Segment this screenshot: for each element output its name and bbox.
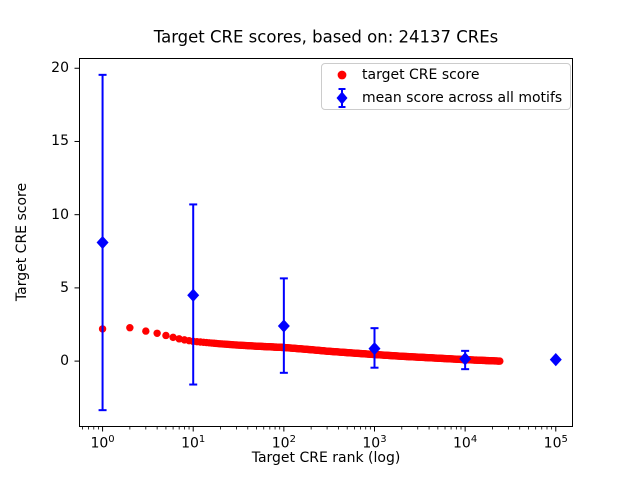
legend-item-mean-score: mean score across all motifs (322, 87, 570, 109)
blue-data-point (277, 319, 290, 333)
y-tick-label: 15 (51, 133, 69, 150)
red-data-point (153, 329, 161, 337)
x-tick-label: 101 (181, 434, 206, 452)
x-tick-label: 100 (90, 434, 115, 452)
legend-label: mean score across all motifs (362, 89, 563, 106)
x-tick-label: 105 (543, 434, 568, 452)
y-tick-label: 20 (51, 60, 69, 77)
red-data-point (162, 331, 170, 340)
y-tick-label: 0 (60, 353, 69, 370)
legend-item-target-cre-score: target CRE score (322, 64, 570, 86)
blue-data-point (187, 288, 200, 302)
plot-area (79, 58, 573, 427)
blue-data-point (368, 342, 381, 356)
red-data-point (496, 357, 504, 365)
x-tick-label: 104 (453, 434, 478, 452)
red-circle-marker-icon (322, 69, 362, 81)
y-tick-label: 10 (51, 206, 69, 223)
red-data-point (126, 324, 134, 332)
blue-data-point (549, 353, 562, 367)
blue-data-point (96, 235, 109, 250)
x-tick-label: 103 (362, 434, 387, 452)
x-axis-label: Target CRE rank (log) (251, 450, 401, 466)
x-tick-label: 102 (271, 434, 296, 452)
chart-title: Target CRE scores, based on: 24137 CREs (153, 27, 499, 47)
red-data-point (142, 327, 150, 335)
blue-data-point (459, 352, 472, 366)
red-data-point (169, 333, 177, 342)
y-axis-label: Target CRE score (14, 182, 30, 302)
legend: target CRE score mean score across all m… (321, 63, 571, 110)
y-tick-label: 5 (60, 279, 69, 296)
blue-diamond-errorbar-marker-icon (322, 87, 362, 109)
legend-label: target CRE score (362, 67, 480, 84)
